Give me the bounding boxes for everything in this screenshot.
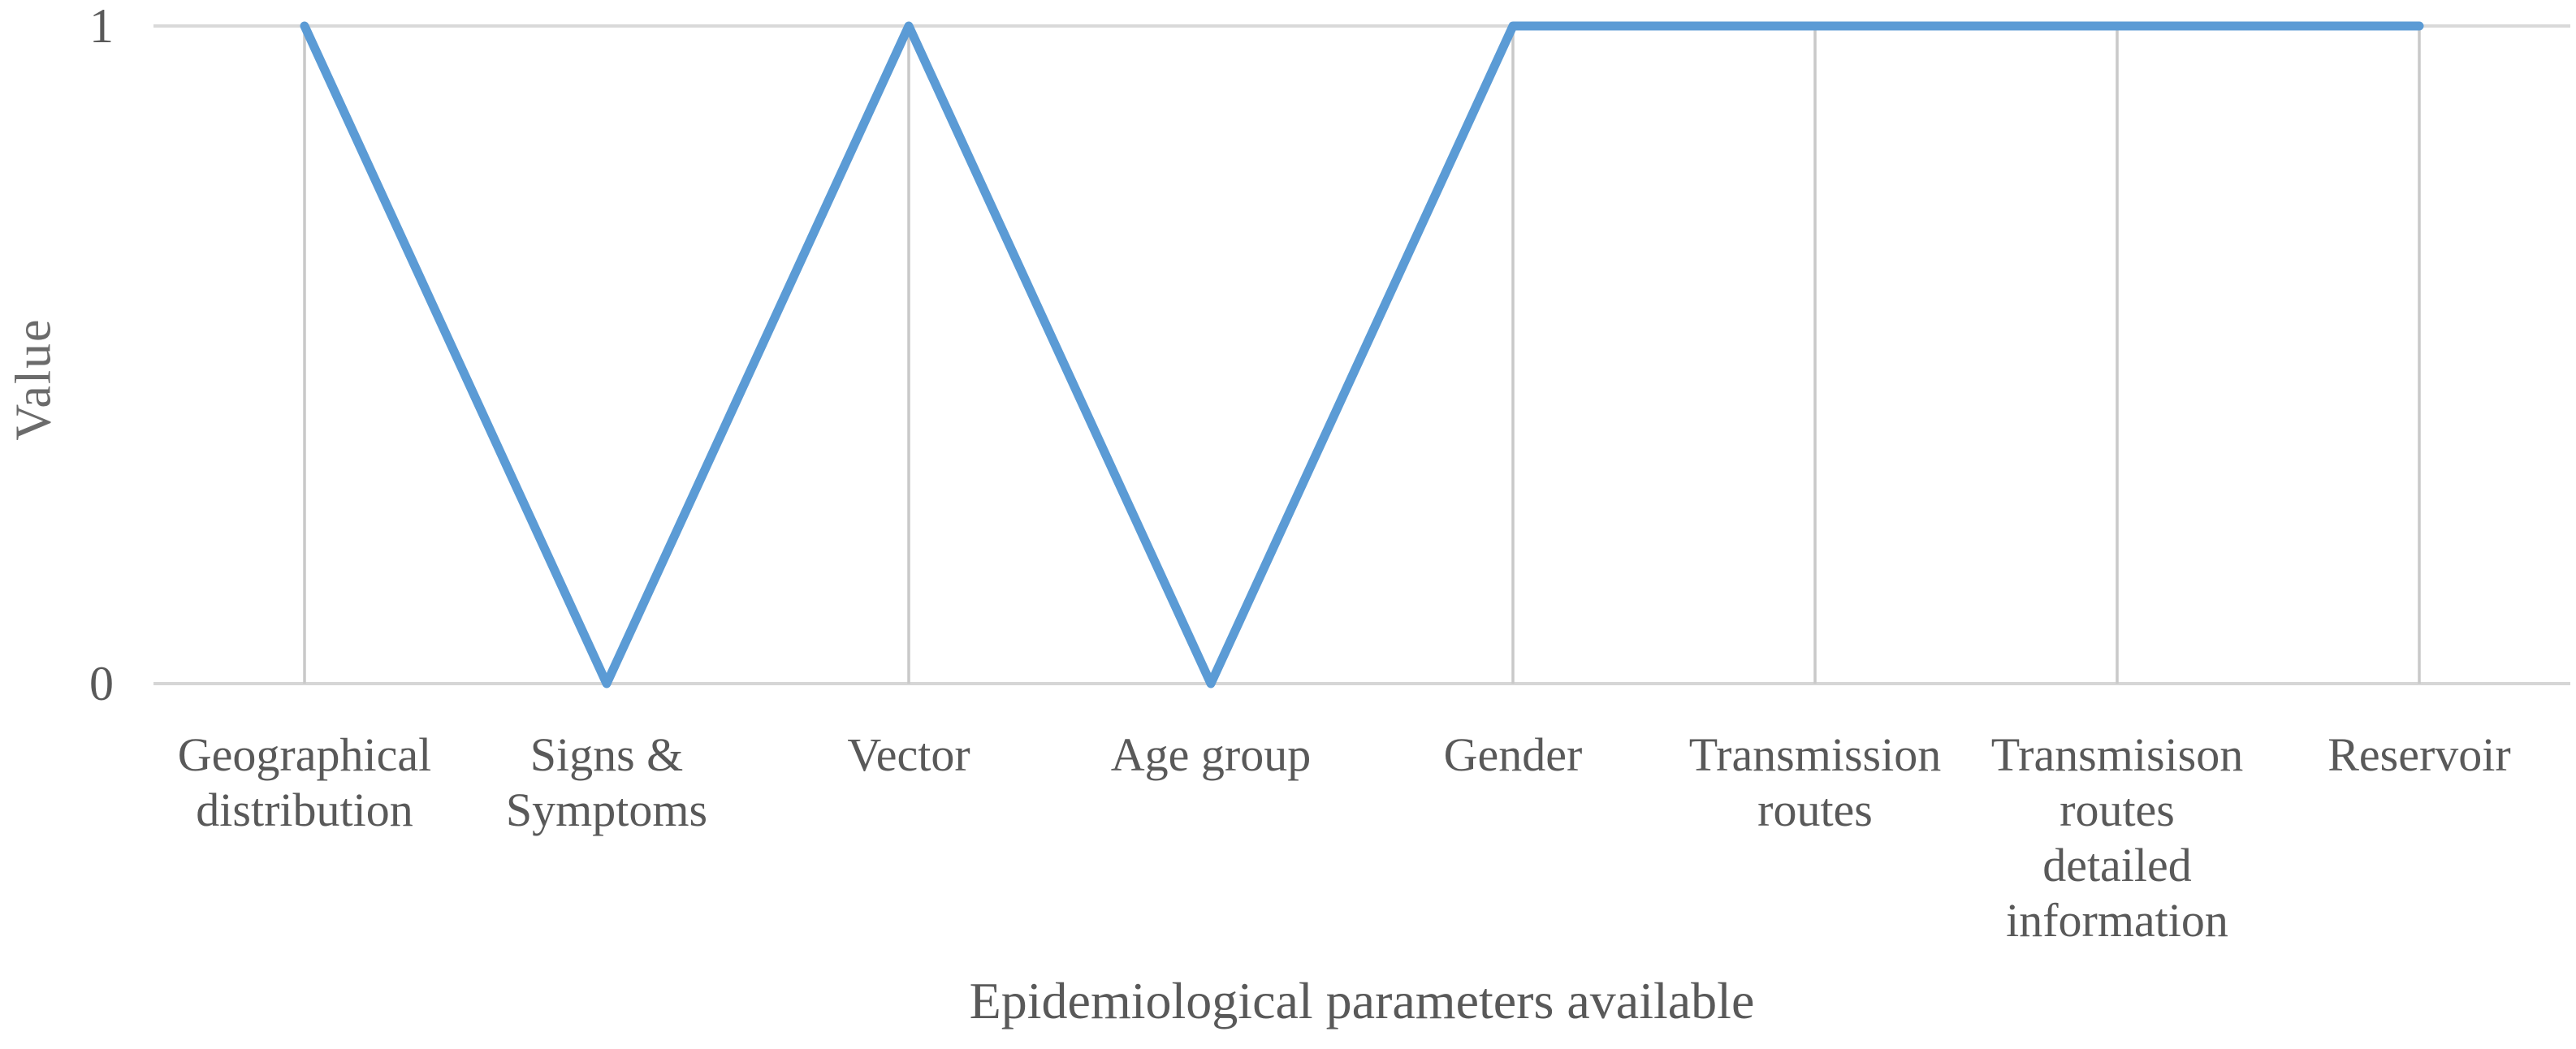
data-line-series xyxy=(300,21,2424,689)
x-tick-label: Reservoir xyxy=(2327,728,2511,781)
y-axis-tick-1: 1 xyxy=(89,0,114,53)
x-tick-label: Transmisison routes detailed information xyxy=(1990,728,2244,947)
y-axis-tick-0: 0 xyxy=(89,657,114,710)
x-tick-label: Age group xyxy=(1110,728,1312,781)
x-axis-title: Epidemiological parameters available xyxy=(969,972,1755,1030)
x-tick-label: Vector xyxy=(847,728,970,781)
x-tick-label: Transmission routes xyxy=(1688,728,1942,836)
x-tick-label: Geographical distribution xyxy=(177,728,432,836)
y-axis-title: Value xyxy=(6,317,62,441)
x-tick-label: Signs & Symptoms xyxy=(505,728,708,836)
x-tick-label: Gender xyxy=(1443,728,1583,781)
